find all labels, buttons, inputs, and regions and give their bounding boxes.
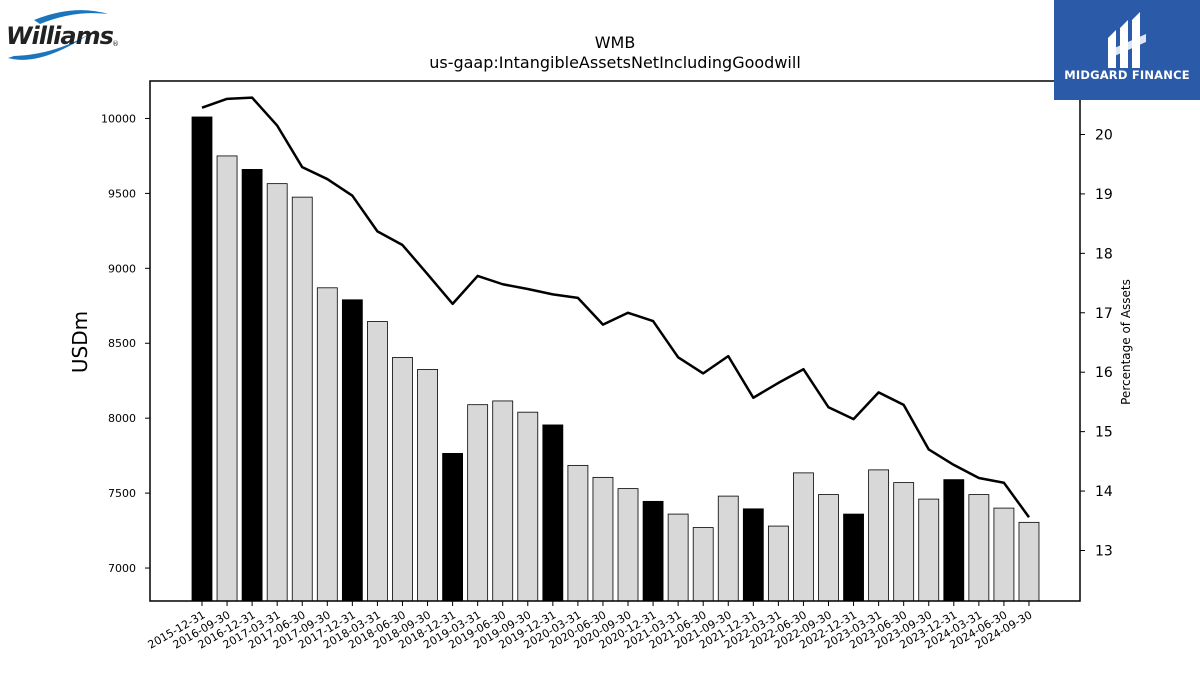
bar-2020-09-30 (617, 488, 639, 602)
bar-2024-09-30 (1018, 521, 1040, 602)
bar-2023-06-30 (893, 482, 915, 602)
chart-title: WMB (595, 33, 636, 52)
bar-2023-12-31 (943, 479, 965, 602)
bar-2016-12-31 (241, 169, 263, 602)
line-layer (201, 96, 1030, 518)
midgard-finance-logo: MIDGARD FINANCE (1054, 0, 1200, 100)
y2-tick-label: 19 (1095, 187, 1113, 203)
y2-axis-label: Percentage of Assets (1119, 279, 1133, 405)
y2-tick-label: 13 (1095, 543, 1113, 559)
bar-2020-03-31 (567, 464, 589, 602)
y-tick-label: 9000 (108, 262, 136, 275)
bar-2020-12-31 (642, 500, 664, 602)
bar-2021-06-30 (692, 527, 714, 602)
midgard-mark-icon (1108, 12, 1146, 68)
bar-2017-12-31 (341, 299, 363, 602)
y2-tick-label: 14 (1095, 484, 1113, 500)
bar-2018-12-31 (442, 452, 464, 602)
bar-2023-09-30 (918, 498, 940, 602)
bar-2017-09-30 (316, 287, 338, 602)
bar-2024-06-30 (993, 507, 1015, 602)
bar-2017-03-31 (266, 183, 288, 602)
y2-tick-label: 18 (1095, 246, 1113, 262)
bar-2021-09-30 (717, 495, 739, 602)
midgard-wordmark: MIDGARD FINANCE (1064, 68, 1190, 82)
bar-2019-09-30 (517, 411, 539, 602)
bars-layer (191, 116, 1040, 602)
bar-2022-09-30 (818, 494, 839, 602)
y2-tick-label: 16 (1095, 365, 1113, 381)
y-tick-label: 9500 (108, 187, 136, 200)
chart-subtitle: us-gaap:IntangibleAssetsNetIncludingGood… (429, 53, 801, 72)
bar-2018-03-31 (367, 321, 388, 602)
y-axis-label: USDm (68, 311, 92, 373)
bar-2016-09-30 (216, 155, 238, 602)
williams-registered: ® (112, 40, 119, 48)
y-tick-label: 8500 (108, 337, 136, 350)
bar-2024-03-31 (968, 494, 990, 602)
y-tick-label: 7000 (108, 562, 136, 575)
plot-frame (149, 80, 1081, 602)
williams-wordmark: Williams (6, 22, 114, 50)
bar-2021-03-31 (667, 513, 689, 602)
bar-2022-06-30 (793, 472, 814, 602)
y-tick-label: 8000 (108, 412, 136, 425)
bar-2019-03-31 (467, 404, 489, 602)
percentage-line (201, 96, 1030, 518)
y-tick-label: 10000 (101, 112, 136, 125)
y2-tick-label: 17 (1095, 306, 1113, 322)
bar-2018-06-30 (392, 357, 413, 602)
bar-2022-12-31 (843, 513, 864, 602)
bar-2023-03-31 (868, 469, 890, 602)
bar-2017-06-30 (291, 196, 313, 602)
williams-swoosh-icon: Williams ® (6, 10, 119, 60)
y2-tick-label: 15 (1095, 425, 1113, 441)
bar-2022-03-31 (767, 525, 789, 602)
bar-2021-12-31 (742, 508, 764, 602)
y2-tick-label: 20 (1095, 127, 1113, 143)
bar-2018-09-30 (417, 369, 438, 602)
y-tick-label: 7500 (108, 487, 136, 500)
bar-2020-06-30 (592, 476, 614, 602)
williams-logo: Williams ® (4, 6, 122, 66)
bar-2019-06-30 (492, 400, 514, 602)
bar-2019-12-31 (542, 424, 564, 602)
bar-2015-12-31 (191, 116, 213, 602)
